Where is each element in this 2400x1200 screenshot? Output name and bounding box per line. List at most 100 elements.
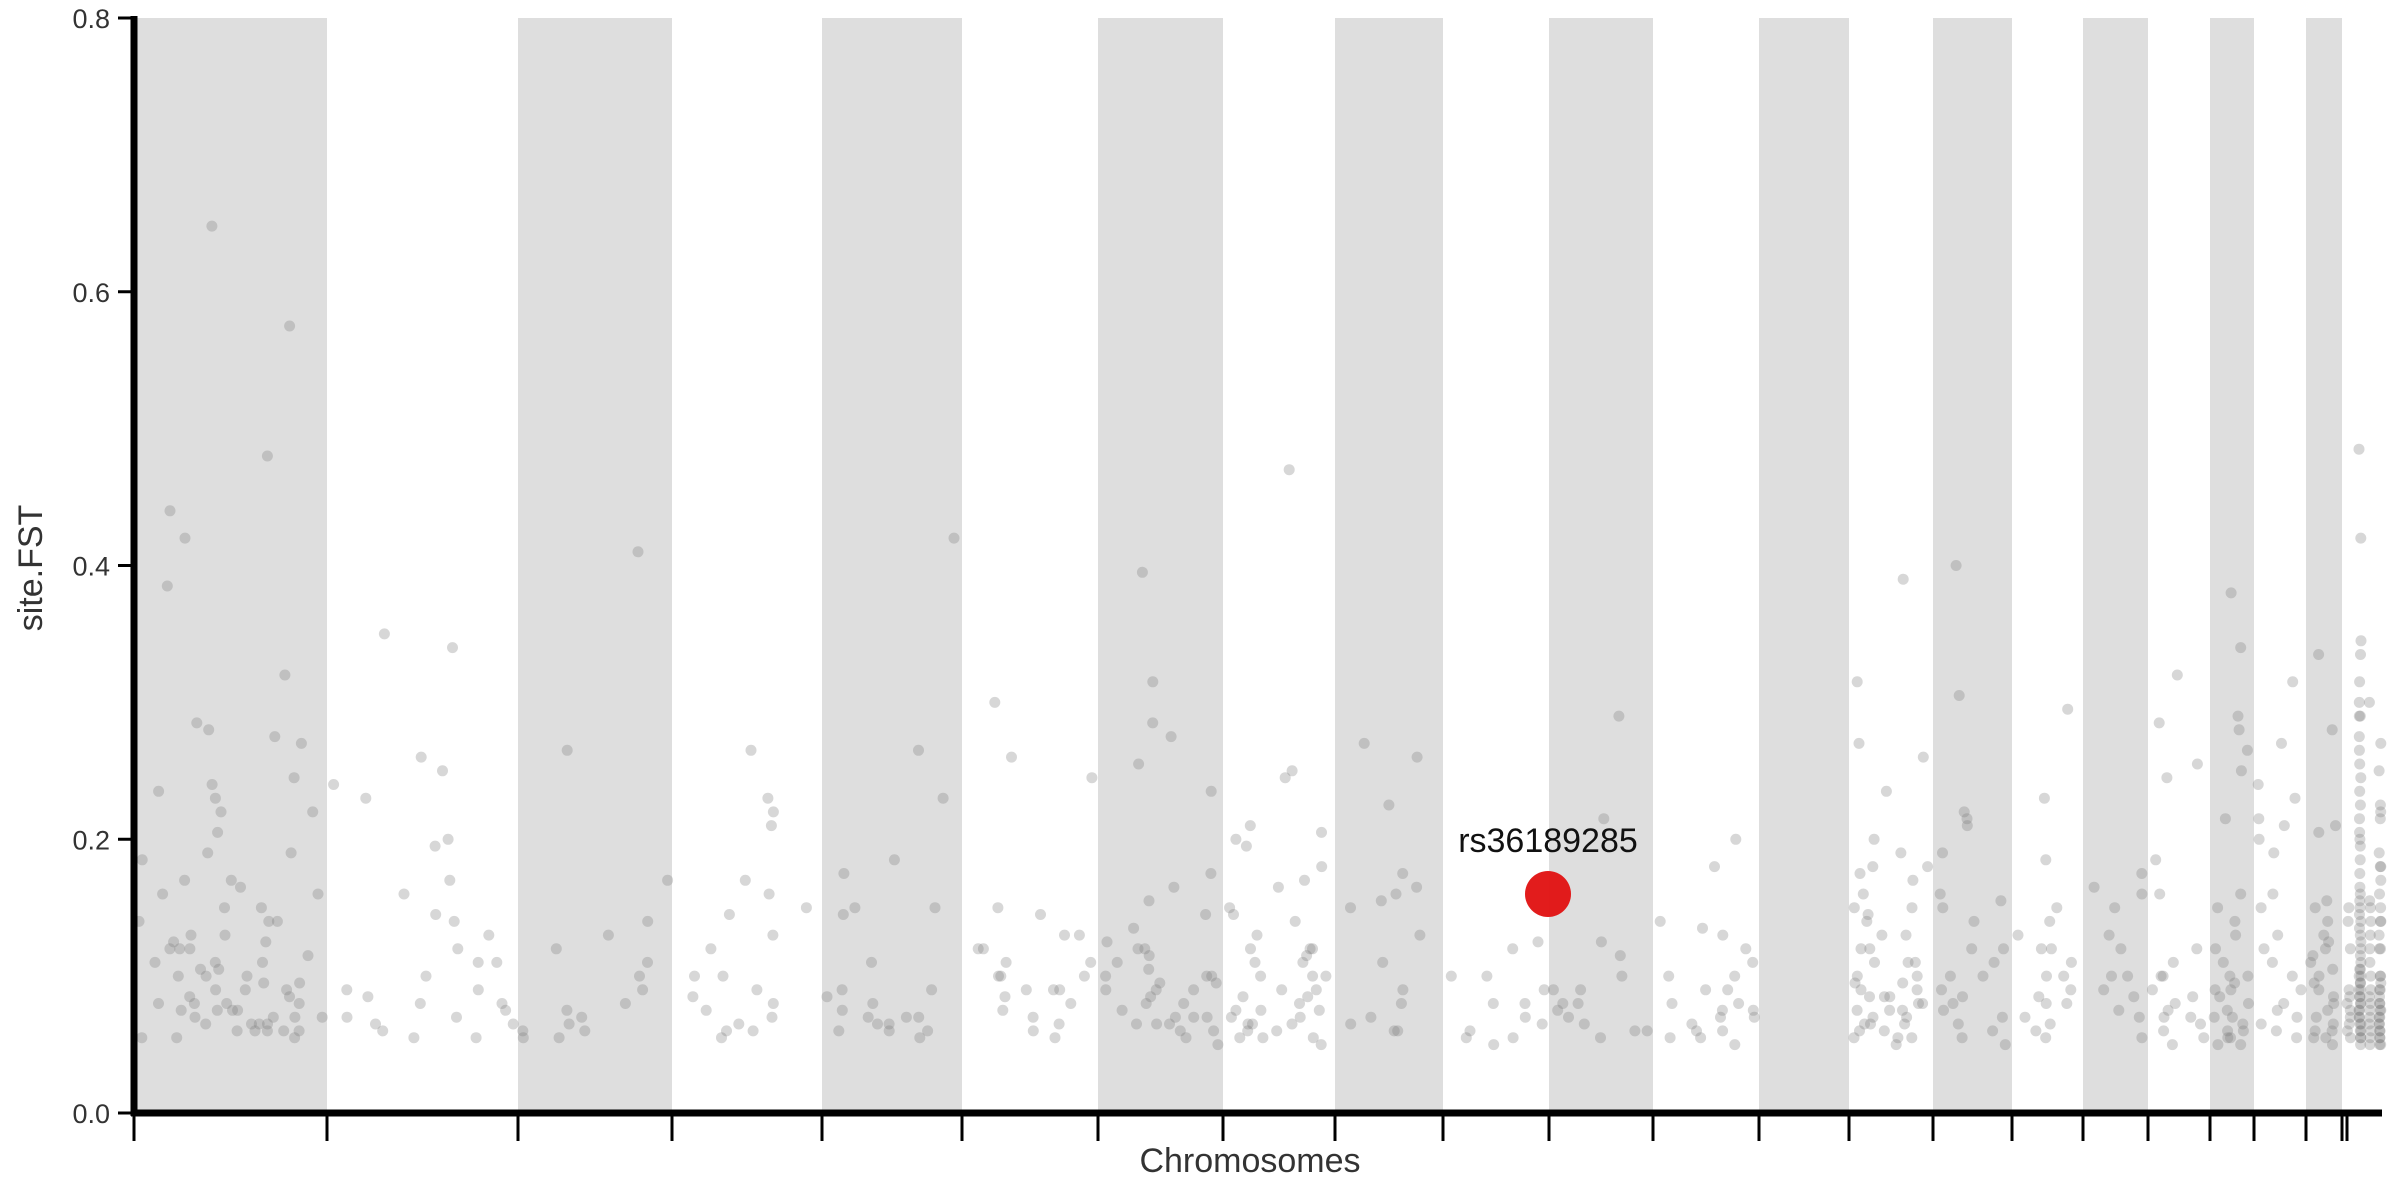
data-point	[1740, 943, 1752, 955]
data-point	[1111, 956, 1123, 968]
data-point	[153, 785, 165, 797]
data-point	[2354, 1025, 2366, 1037]
data-point	[1957, 991, 1968, 1003]
data-point	[1289, 915, 1301, 927]
data-point	[1242, 1018, 1254, 1030]
data-point	[2354, 929, 2366, 941]
data-point	[926, 984, 938, 996]
data-point	[1865, 1018, 1876, 1030]
data-point	[1481, 970, 1493, 982]
data-point	[1228, 909, 1239, 920]
data-point	[2272, 929, 2284, 941]
data-point	[284, 320, 296, 332]
data-point	[2258, 943, 2270, 955]
data-point	[1283, 464, 1295, 476]
data-point	[1358, 737, 1370, 749]
data-point	[2146, 984, 2158, 996]
data-point	[179, 532, 191, 544]
data-point	[1598, 813, 1610, 825]
data-point	[2044, 1018, 2056, 1030]
data-point	[1902, 956, 1914, 968]
data-point	[1240, 840, 1252, 852]
data-point	[2098, 984, 2110, 996]
data-point	[1557, 998, 1569, 1009]
data-point	[1950, 560, 1962, 571]
data-point	[289, 1011, 301, 1023]
data-point	[1307, 943, 1318, 955]
data-point	[221, 998, 233, 1009]
data-point	[2225, 1032, 2236, 1044]
data-point	[1999, 1039, 2011, 1051]
data-point	[1519, 998, 1531, 1009]
chromosome-band	[1335, 18, 1443, 1113]
data-point	[2365, 970, 2377, 982]
data-point	[1390, 888, 1402, 900]
data-point	[293, 998, 305, 1009]
data-point	[2355, 984, 2367, 996]
data-point	[258, 977, 270, 989]
data-point	[2354, 991, 2366, 1003]
data-point	[2155, 970, 2167, 982]
data-point	[739, 874, 751, 886]
chromosome-band	[2083, 18, 2148, 1113]
data-point	[1730, 833, 1742, 845]
data-point	[1065, 998, 1077, 1009]
data-point	[1136, 566, 1148, 578]
data-point	[341, 1011, 353, 1023]
data-point	[2374, 861, 2386, 873]
data-point	[219, 902, 230, 914]
data-point	[1237, 991, 1249, 1003]
data-point	[1897, 977, 1909, 989]
data-point	[745, 744, 757, 756]
data-point	[1613, 710, 1625, 722]
data-point	[153, 998, 164, 1009]
data-point	[1854, 868, 1866, 879]
data-point	[1867, 861, 1879, 873]
data-point	[2354, 676, 2366, 688]
data-point	[1996, 1011, 2008, 1023]
highlight-label: rs36189285	[1458, 822, 1638, 860]
data-point	[2342, 915, 2354, 927]
data-point	[360, 792, 372, 804]
data-point	[1876, 929, 1888, 941]
data-point	[1230, 833, 1242, 845]
data-point	[929, 902, 941, 914]
data-point	[1000, 956, 1012, 968]
data-point	[491, 956, 503, 968]
data-point	[2268, 847, 2280, 859]
data-point	[2320, 943, 2331, 955]
data-point	[500, 1004, 512, 1016]
data-point	[2355, 956, 2367, 968]
data-point	[937, 792, 949, 804]
data-point	[1855, 984, 1867, 996]
data-point	[2374, 998, 2386, 1009]
data-point	[2286, 970, 2298, 982]
data-points	[133, 220, 2387, 1051]
data-point	[1345, 902, 1356, 914]
data-point	[261, 450, 273, 462]
data-point	[1595, 1032, 1606, 1044]
data-point	[470, 1032, 482, 1044]
data-point	[200, 970, 212, 982]
data-point	[1878, 991, 1890, 1003]
data-point	[1225, 1011, 1237, 1023]
data-point	[2271, 1004, 2283, 1016]
data-point	[2364, 1039, 2376, 1051]
data-point	[312, 888, 324, 900]
data-point	[212, 826, 224, 838]
data-point	[900, 1011, 912, 1023]
data-point	[1212, 1039, 1224, 1051]
data-point	[2354, 840, 2366, 852]
data-point	[2355, 635, 2367, 647]
data-point	[913, 1011, 925, 1023]
data-point	[2225, 587, 2237, 599]
data-point	[1116, 1004, 1128, 1016]
data-point	[227, 1004, 238, 1016]
data-point	[2229, 915, 2241, 927]
data-point	[2212, 1039, 2224, 1051]
data-point	[1383, 799, 1395, 811]
data-point	[2309, 1025, 2321, 1037]
data-point	[1901, 1011, 1913, 1023]
data-point	[2354, 977, 2366, 989]
